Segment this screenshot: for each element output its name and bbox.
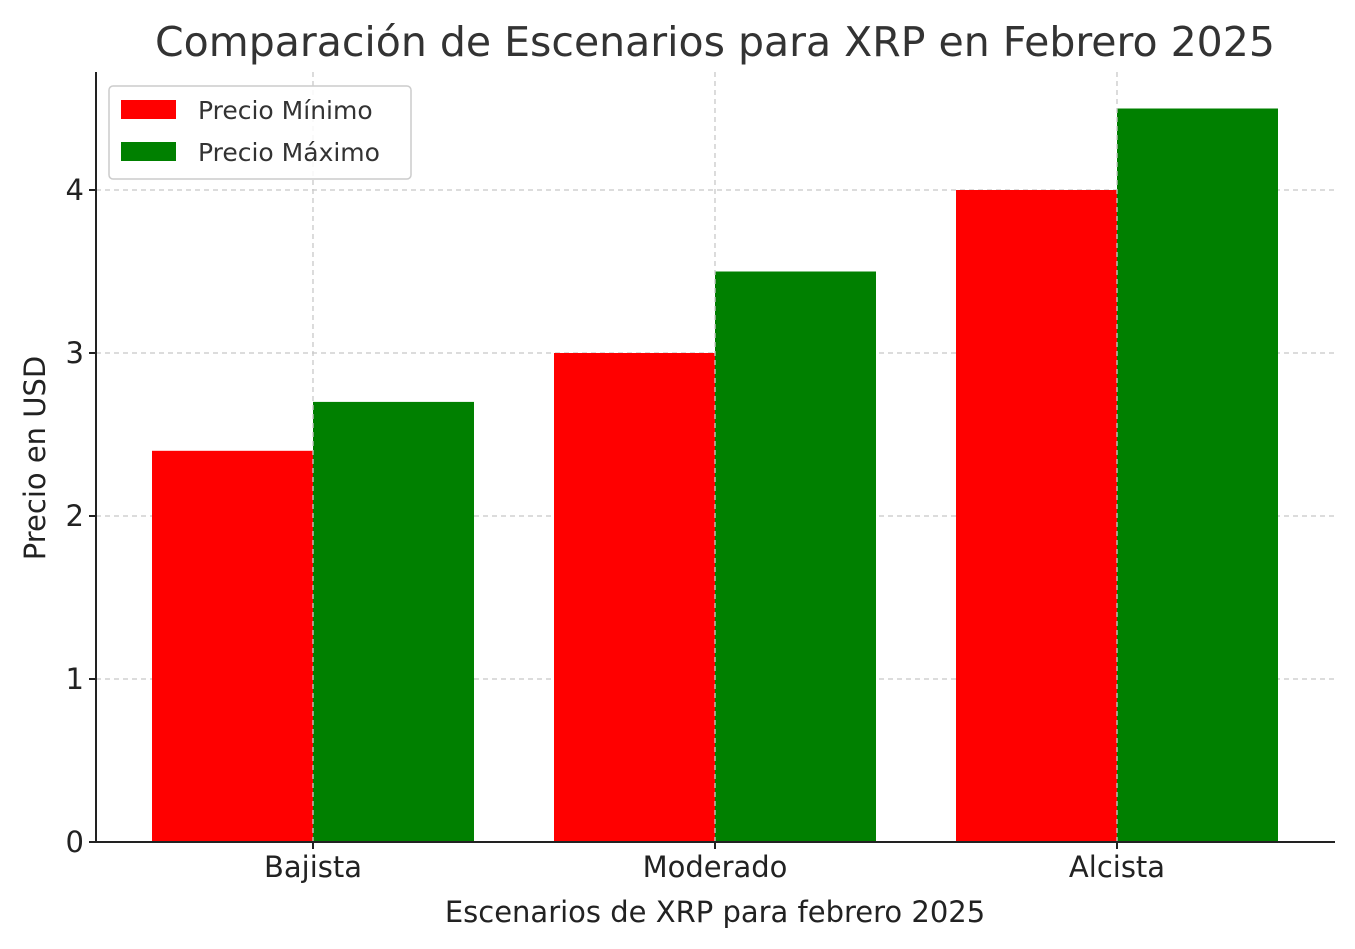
bar-precio-maximo-bajista [313, 401, 474, 842]
bars [152, 108, 1278, 842]
legend: Precio Mínimo Precio Máximo [108, 85, 412, 180]
x-axis-label: Escenarios de XRP para febrero 2025 [445, 895, 985, 929]
y-tick-label-1: 1 [66, 662, 84, 696]
legend-swatch-precio-maximo [121, 142, 176, 161]
legend-label-precio-minimo: Precio Mínimo [198, 96, 373, 125]
axes [89, 72, 1335, 849]
x-tick-label-bajista: Bajista [264, 850, 362, 884]
chart-title: Comparación de Escenarios para XRP en Fe… [155, 18, 1275, 66]
tick-labels: 0 1 2 3 4 Bajista Moderado Alcista [66, 173, 1166, 884]
y-axis-label: Precio en USD [18, 356, 52, 560]
bar-precio-minimo-alcista [956, 190, 1117, 842]
legend-frame [108, 85, 412, 180]
bar-precio-maximo-moderado [715, 271, 876, 842]
y-tick-label-0: 0 [66, 825, 84, 859]
bar-precio-minimo-moderado [554, 353, 715, 842]
x-tick-label-moderado: Moderado [643, 850, 788, 884]
y-tick-label-4: 4 [66, 173, 84, 207]
legend-swatch-precio-minimo [121, 100, 176, 119]
y-tick-label-3: 3 [66, 336, 84, 370]
y-tick-label-2: 2 [66, 499, 84, 533]
bar-precio-maximo-alcista [1117, 108, 1278, 842]
x-tick-label-alcista: Alcista [1069, 850, 1165, 884]
bar-precio-minimo-bajista [152, 450, 313, 842]
legend-label-precio-maximo: Precio Máximo [198, 138, 380, 167]
